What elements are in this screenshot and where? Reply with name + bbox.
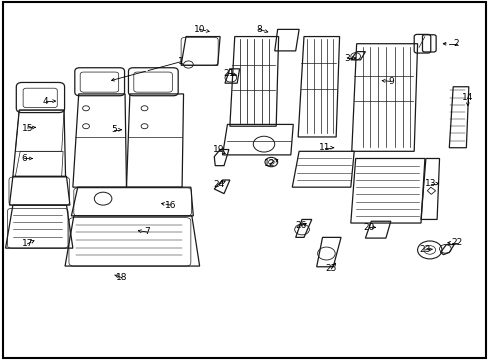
- Text: 24: 24: [213, 180, 224, 189]
- Text: 20: 20: [363, 223, 374, 232]
- Text: 26: 26: [294, 221, 305, 230]
- Text: 9: 9: [387, 77, 393, 86]
- Text: 11: 11: [319, 143, 330, 152]
- Text: 13: 13: [424, 179, 436, 188]
- Text: 7: 7: [144, 228, 149, 237]
- Text: 22: 22: [450, 238, 461, 247]
- Text: 4: 4: [42, 96, 48, 105]
- Text: 2: 2: [453, 39, 459, 48]
- Text: 19: 19: [213, 145, 224, 154]
- Text: 1: 1: [178, 57, 183, 66]
- Text: 6: 6: [21, 154, 27, 163]
- Text: 25: 25: [325, 265, 336, 274]
- Text: 3: 3: [344, 54, 349, 63]
- Text: 23: 23: [418, 246, 430, 255]
- Text: 14: 14: [461, 93, 472, 102]
- Text: 17: 17: [22, 239, 33, 248]
- Text: 12: 12: [264, 159, 275, 168]
- Text: 16: 16: [164, 201, 176, 210]
- Text: 8: 8: [256, 25, 262, 34]
- Text: 5: 5: [111, 125, 117, 134]
- Text: 18: 18: [116, 273, 127, 282]
- Text: 10: 10: [194, 25, 205, 34]
- Text: 21: 21: [223, 69, 234, 78]
- Text: 15: 15: [22, 123, 33, 132]
